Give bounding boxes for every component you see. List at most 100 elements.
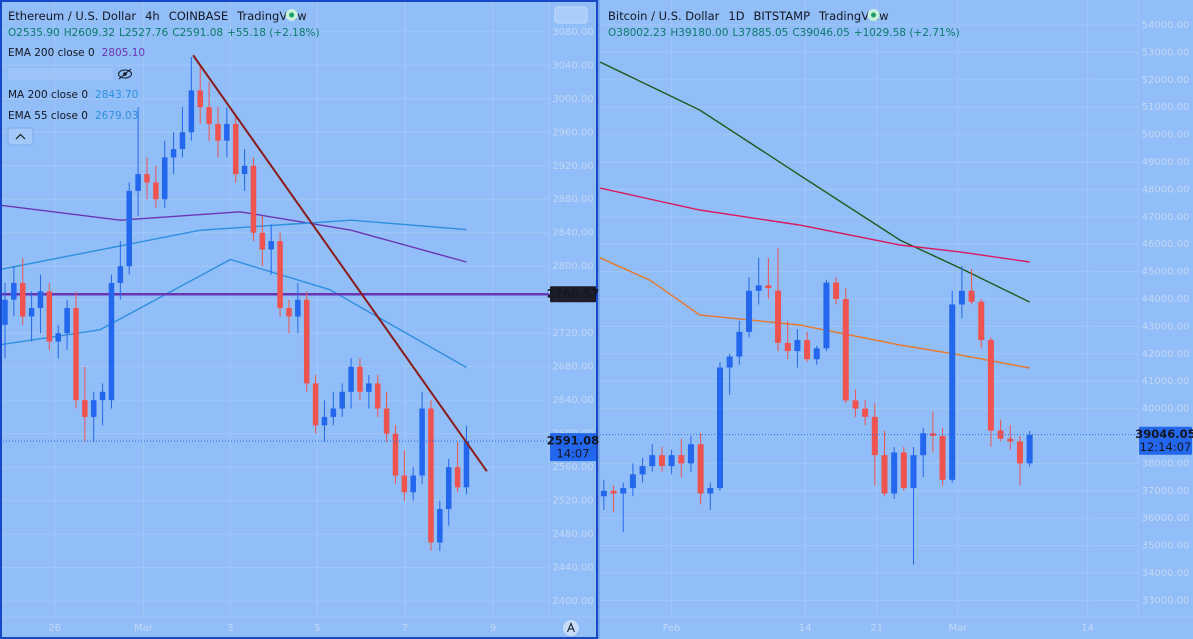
candle-body (366, 383, 372, 392)
ohlc-value: H2609.32 (64, 27, 115, 39)
y-tick-label: 2720.00 (552, 328, 593, 339)
candle-body (765, 285, 772, 289)
candle-body (303, 299, 310, 384)
price-tag (550, 286, 596, 303)
y-tick-label: 2960.00 (552, 127, 593, 138)
y-tick-label: 3040.00 (552, 60, 593, 71)
candle-body (871, 416, 878, 456)
candle-body (179, 132, 186, 150)
candle-body (90, 400, 97, 417)
candle-body (357, 366, 363, 392)
candle-body (383, 408, 390, 434)
y-tick-label: 2800.00 (552, 261, 593, 272)
candle-body (286, 308, 292, 317)
y-tick-label: 45000.00 (1142, 267, 1190, 278)
legend-title: Bitcoin / U.S. Dollar (608, 9, 720, 23)
y-tick-label: 46000.00 (1142, 239, 1190, 250)
candle-body (707, 488, 714, 494)
candle-body (161, 157, 168, 200)
candle-body (852, 400, 859, 409)
candle-body (862, 408, 869, 417)
x-tick-label: 14 (799, 623, 812, 634)
candle-body (206, 107, 212, 124)
price-tag-label: 39046.05 (1135, 427, 1193, 441)
x-tick-label: 21 (870, 623, 883, 634)
indicator-value: 2679.03 (95, 110, 138, 122)
y-tick-label: 36000.00 (1142, 513, 1190, 524)
candle-body (775, 290, 782, 343)
moving-average-line (599, 187, 1030, 263)
hidden-indicator-row (8, 68, 113, 80)
candle-body (463, 441, 470, 488)
y-tick-label: 40000.00 (1142, 404, 1190, 415)
candle-body (144, 174, 150, 183)
candle-body (987, 340, 994, 431)
moving-average-line (0, 204, 467, 263)
candle-body (629, 474, 636, 489)
y-tick-label: 3080.00 (552, 27, 593, 38)
candle-body (445, 467, 452, 510)
candle-body (188, 90, 195, 133)
price-tag (550, 433, 596, 462)
collapse-icon (15, 133, 26, 140)
candle-body (401, 475, 408, 493)
moving-average-line (0, 258, 467, 369)
candle-body (746, 290, 753, 332)
y-tick-label: 2520.00 (552, 496, 593, 507)
indicator-legend: MA 200 close 0 2843.70 (8, 89, 138, 101)
candle-body (312, 383, 319, 426)
candle-body (716, 367, 723, 489)
y-tick-label: 49000.00 (1142, 157, 1190, 168)
candle-body (348, 366, 354, 392)
legend-exchange: COINBASE (169, 9, 228, 23)
candle-body (649, 455, 656, 467)
candle-body (259, 232, 266, 250)
indicator-name: EMA 55 close 0 (8, 110, 88, 122)
y-tick-label: 2920.00 (552, 161, 593, 172)
y-tick-label: 2840.00 (552, 228, 593, 239)
chart-legend-title: Ethereum / U.S. Dollar 4h COINBASE TradingV… (8, 9, 307, 23)
trend-line (192, 54, 488, 472)
candle-body (37, 291, 44, 309)
candle-body (64, 308, 70, 334)
scale-button[interactable] (554, 6, 588, 24)
legend-interval: 4h (145, 9, 160, 23)
y-tick-label: 2480.00 (552, 529, 593, 540)
candle-body (277, 241, 283, 309)
indicator-value: 2805.10 (102, 47, 145, 59)
y-tick-label: 51000.00 (1142, 102, 1190, 113)
candle-body (958, 290, 965, 305)
ohlc-values: O2535.90 H2609.32 L2527.76 C2591.08 +55.18 (… (8, 27, 320, 39)
moving-average-line (0, 219, 467, 271)
candle-body (784, 342, 791, 352)
candle-body (900, 452, 907, 489)
ohlc-value: O2535.90 (8, 27, 60, 39)
candle-body (28, 308, 35, 317)
candle-body (968, 290, 975, 302)
y-tick-label: 41000.00 (1142, 376, 1190, 387)
y-tick-label: 47000.00 (1142, 212, 1190, 223)
candle-body (600, 490, 607, 497)
x-tick-label: 3 (227, 623, 233, 634)
x-tick-label: Feb (663, 623, 681, 634)
candle-body (410, 475, 416, 493)
y-tick-label: 48000.00 (1142, 184, 1190, 195)
candle-body (46, 291, 53, 342)
candle-body (1026, 434, 1033, 464)
candle-body (241, 165, 248, 175)
candle-body (813, 348, 820, 360)
candle-body (755, 285, 762, 291)
auto-scale-button[interactable] (563, 620, 579, 636)
ohlc-values: O38002.23 H39180.00 L37885.05 C39046.05 +102… (608, 27, 960, 39)
collapse-button[interactable] (7, 127, 34, 146)
candle-body (11, 282, 17, 300)
y-tick-label: 2440.00 (552, 563, 593, 574)
y-tick-label: 35000.00 (1142, 541, 1190, 552)
ohlc-value: L37885.05 (732, 27, 788, 39)
candle-body (392, 433, 399, 476)
y-tick-label: 2560.00 (552, 462, 593, 473)
y-tick-label: 53000.00 (1142, 47, 1190, 58)
candle-body (687, 444, 694, 464)
price-tag-label: 2766.57 (547, 287, 599, 301)
visibility-icon[interactable] (118, 68, 132, 80)
